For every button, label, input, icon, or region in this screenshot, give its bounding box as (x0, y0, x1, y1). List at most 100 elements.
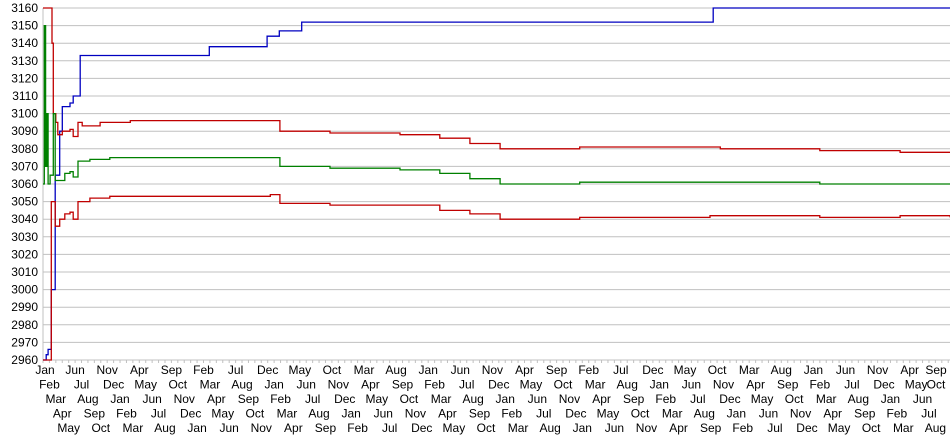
x-tick-label: Nov (405, 407, 426, 421)
x-tick-label: Aug (462, 392, 483, 406)
x-tick-label: May (828, 421, 851, 435)
x-tick-label: Apr (900, 363, 919, 377)
x-tick-label: Feb (270, 392, 291, 406)
x-tick-label: Oct (927, 378, 946, 392)
x-tick-label: Dec (411, 421, 432, 435)
x-tick-label: Sep (700, 421, 722, 435)
y-tick-label: 3040 (11, 212, 38, 226)
x-tick-label: Sep (84, 407, 106, 421)
series-line-2 (43, 24, 950, 185)
x-tick-label: Mar (123, 421, 144, 435)
x-tick-label: Nov (867, 363, 888, 377)
x-tick-label: Jul (767, 421, 782, 435)
x-tick-label: Jul (74, 378, 89, 392)
y-tick-label: 3030 (11, 230, 38, 244)
x-tick-label: Dec (719, 392, 740, 406)
x-tick-label: Jul (613, 363, 628, 377)
x-tick-label: Mar (739, 363, 760, 377)
x-tick-label: Dec (565, 407, 586, 421)
series-line-1 (43, 7, 950, 153)
x-tick-label: Apr (207, 392, 226, 406)
x-tick-label: Jul (536, 407, 551, 421)
x-tick-label: Aug (925, 421, 946, 435)
series-line-3 (43, 193, 950, 361)
x-tick-label: May (366, 392, 389, 406)
x-tick-label: Apr (515, 363, 534, 377)
x-tick-label: Dec (334, 392, 355, 406)
gridlines (43, 7, 950, 361)
x-axis: JanFebMarAprMayJunJulAugSepOctNovDecJanF… (35, 360, 949, 435)
x-tick-label: Sep (238, 392, 260, 406)
x-tick-label: Oct (554, 378, 573, 392)
x-tick-label: May (57, 421, 80, 435)
x-tick-label: Mar (662, 407, 683, 421)
x-tick-label: Jun (142, 392, 161, 406)
x-tick-label: Apr (130, 363, 149, 377)
y-tick-label: 3130 (11, 54, 38, 68)
x-tick-label: Jun (913, 392, 932, 406)
x-tick-label: Feb (501, 407, 522, 421)
y-tick-label: 3080 (11, 142, 38, 156)
x-tick-label: Aug (617, 378, 638, 392)
y-tick-label: 2980 (11, 318, 38, 332)
x-tick-label: Apr (53, 407, 72, 421)
x-tick-label: Mar (277, 407, 298, 421)
x-tick-label: Nov (251, 421, 272, 435)
x-tick-label: May (674, 363, 697, 377)
x-tick-label: Jan (881, 392, 900, 406)
y-tick-label: 3100 (11, 107, 38, 121)
x-tick-label: Jan (650, 378, 669, 392)
x-tick-label: Nov (636, 421, 657, 435)
y-tick-label: 2990 (11, 300, 38, 314)
x-tick-label: Nov (713, 378, 734, 392)
x-tick-label: Feb (578, 363, 599, 377)
y-tick-label: 3120 (11, 71, 38, 85)
y-tick-label: 3090 (11, 124, 38, 138)
x-tick-label: May (597, 407, 620, 421)
x-tick-label: Jun (836, 363, 855, 377)
x-tick-label: Feb (39, 378, 60, 392)
x-tick-label: Jun (65, 363, 84, 377)
x-tick-label: May (211, 407, 234, 421)
x-tick-label: Apr (284, 421, 303, 435)
x-tick-label: Jul (459, 378, 474, 392)
x-tick-label: May (905, 378, 928, 392)
x-tick-label: Oct (785, 392, 804, 406)
x-tick-label: Oct (323, 363, 342, 377)
x-tick-label: Aug (154, 421, 175, 435)
x-tick-label: Aug (540, 421, 561, 435)
x-tick-label: Mar (431, 392, 452, 406)
x-tick-label: Feb (887, 407, 908, 421)
x-tick-label: Mar (354, 363, 375, 377)
x-tick-label: Sep (623, 392, 645, 406)
series-line-0 (43, 7, 950, 361)
x-tick-label: Jan (419, 363, 438, 377)
x-tick-label: Jan (573, 421, 592, 435)
x-tick-label: Apr (669, 421, 688, 435)
x-tick-label: Sep (392, 378, 414, 392)
x-tick-label: Oct (400, 392, 419, 406)
x-tick-label: Sep (161, 363, 183, 377)
x-tick-label: Nov (97, 363, 118, 377)
x-tick-label: Oct (631, 407, 650, 421)
x-tick-label: Aug (385, 363, 406, 377)
x-tick-label: Jun (374, 407, 393, 421)
x-tick-label: Apr (823, 407, 842, 421)
x-tick-label: Jun (297, 378, 316, 392)
y-tick-label: 3140 (11, 36, 38, 50)
x-tick-label: Mar (816, 392, 837, 406)
x-tick-label: Feb (347, 421, 368, 435)
x-tick-label: Jun (682, 378, 701, 392)
x-tick-label: Jan (110, 392, 129, 406)
x-tick-label: Jan (341, 407, 360, 421)
y-tick-label: 3060 (11, 177, 38, 191)
x-tick-label: Sep (777, 378, 799, 392)
x-tick-label: Mar (200, 378, 221, 392)
x-tick-label: May (134, 378, 157, 392)
x-tick-label: Apr (592, 392, 611, 406)
x-tick-label: Apr (438, 407, 457, 421)
x-tick-label: Sep (925, 363, 947, 377)
y-tick-label: 3000 (11, 283, 38, 297)
x-tick-label: Sep (469, 407, 491, 421)
